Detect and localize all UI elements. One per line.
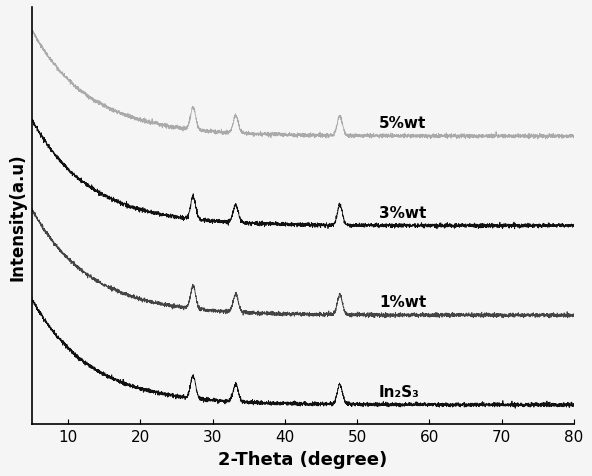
X-axis label: 2-Theta (degree): 2-Theta (degree): [218, 450, 388, 468]
Text: 1%wt: 1%wt: [379, 295, 426, 309]
Text: In₂S₃: In₂S₃: [379, 384, 420, 399]
Text: 3%wt: 3%wt: [379, 205, 426, 220]
Y-axis label: Intensity(a.u): Intensity(a.u): [8, 153, 26, 280]
Text: 5%wt: 5%wt: [379, 116, 426, 131]
